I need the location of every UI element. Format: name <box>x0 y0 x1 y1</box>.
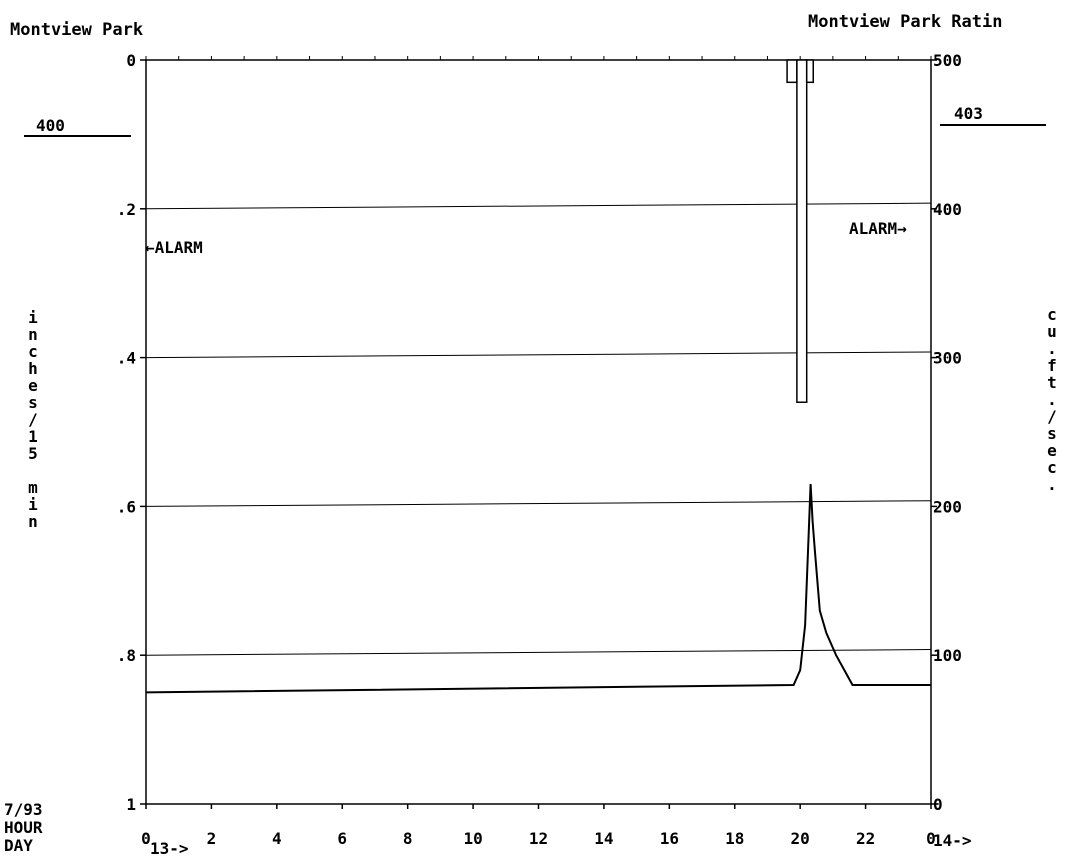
gridline <box>145 351 932 359</box>
axis-title-char: / <box>28 410 38 429</box>
left-tick-label: 1 <box>126 795 136 814</box>
right-tick-label: 300 <box>933 349 962 368</box>
axis-title-char: n <box>28 325 38 344</box>
axis-title-char: c <box>1047 305 1057 324</box>
left-tick-label: .4 <box>117 349 136 368</box>
axis-title-char: f <box>1047 356 1057 375</box>
axis-title-char: . <box>1047 339 1057 358</box>
rainfall-series <box>786 59 814 403</box>
x-tick-label: 16 <box>660 829 679 848</box>
right-tick-label: 100 <box>933 646 962 665</box>
x-tick-label: 18 <box>725 829 744 848</box>
axis-title-char: s <box>28 393 38 412</box>
right-reference-label: 403 <box>954 104 983 123</box>
x-tick-label: 14 <box>594 829 613 848</box>
x-tick-label: 20 <box>791 829 810 848</box>
x-tick-label: 4 <box>272 829 282 848</box>
rainfall-bar <box>796 59 808 403</box>
left-axis-ticks: 0 .2 .4 .6 .8 1 <box>117 51 146 814</box>
x-tick-label: 6 <box>337 829 347 848</box>
day-label: DAY <box>4 836 33 855</box>
chart-title-right: Montview Park Ratin <box>808 12 1002 32</box>
right-tick-label: 400 <box>933 200 962 219</box>
axis-title-char: i <box>28 308 38 327</box>
axis-title-char: h <box>28 359 38 378</box>
left-tick-label: .2 <box>117 200 136 219</box>
axis-title-char: t <box>1047 373 1057 392</box>
axis-title-char: s <box>1047 424 1057 443</box>
x-tick-label: 0 <box>141 829 151 848</box>
flow-series-line <box>145 484 931 694</box>
chart-title-left: Montview Park <box>10 20 143 40</box>
left-tick-label: .8 <box>117 646 136 665</box>
rainfall-bar <box>786 59 798 84</box>
right-tick-label: 500 <box>933 51 962 70</box>
axis-title-char: n <box>28 512 38 531</box>
axis-title-char: 5 <box>28 444 38 463</box>
left-tick-label: .6 <box>117 497 136 516</box>
day-end-label: 14-> <box>933 831 972 850</box>
x-tick-label: 10 <box>463 829 482 848</box>
axis-title-char: c <box>28 342 38 361</box>
axis-title-char: . <box>1047 475 1057 494</box>
date-label: 7/93 <box>4 800 43 819</box>
plot-frame <box>145 59 932 805</box>
right-tick-label: 200 <box>933 497 962 516</box>
x-tick-label: 2 <box>207 829 217 848</box>
axis-title-char: / <box>1047 407 1057 426</box>
right-axis-ticks: 0 100 200 300 400 500 <box>931 51 962 814</box>
axis-title-char: u <box>1047 322 1057 341</box>
axis-title-char: i <box>28 495 38 514</box>
right-tick-label: 0 <box>933 795 943 814</box>
alarm-left-label: ←ALARM <box>145 238 203 257</box>
x-tick-label: 0 <box>926 829 936 848</box>
axis-title-char: e <box>1047 441 1057 460</box>
x-tick-label: 22 <box>856 829 875 848</box>
rainfall-bar <box>805 59 814 84</box>
x-axis-ticks: 0 2 4 6 8 10 12 14 16 18 20 22 0 <box>141 56 936 848</box>
alarm-right-label: ALARM→ <box>849 219 907 238</box>
gridline <box>145 649 932 656</box>
gridline <box>145 202 932 210</box>
axis-title-char: c <box>1047 458 1057 477</box>
gridlines <box>145 202 932 656</box>
left-tick-label: 0 <box>126 51 136 70</box>
axis-title-char: m <box>28 478 38 497</box>
left-reference-label: 400 <box>36 116 65 135</box>
axis-title-char: e <box>28 376 38 395</box>
y-axis-right-title: cu.ft./sec. <box>1047 305 1057 494</box>
x-tick-label: 8 <box>403 829 413 848</box>
axis-title-char: 1 <box>28 427 38 446</box>
hour-label: HOUR <box>4 818 43 837</box>
x-tick-label: 12 <box>529 829 548 848</box>
gridline <box>145 500 932 507</box>
day-start-label: 13-> <box>150 839 189 858</box>
axis-title-char: . <box>1047 390 1057 409</box>
